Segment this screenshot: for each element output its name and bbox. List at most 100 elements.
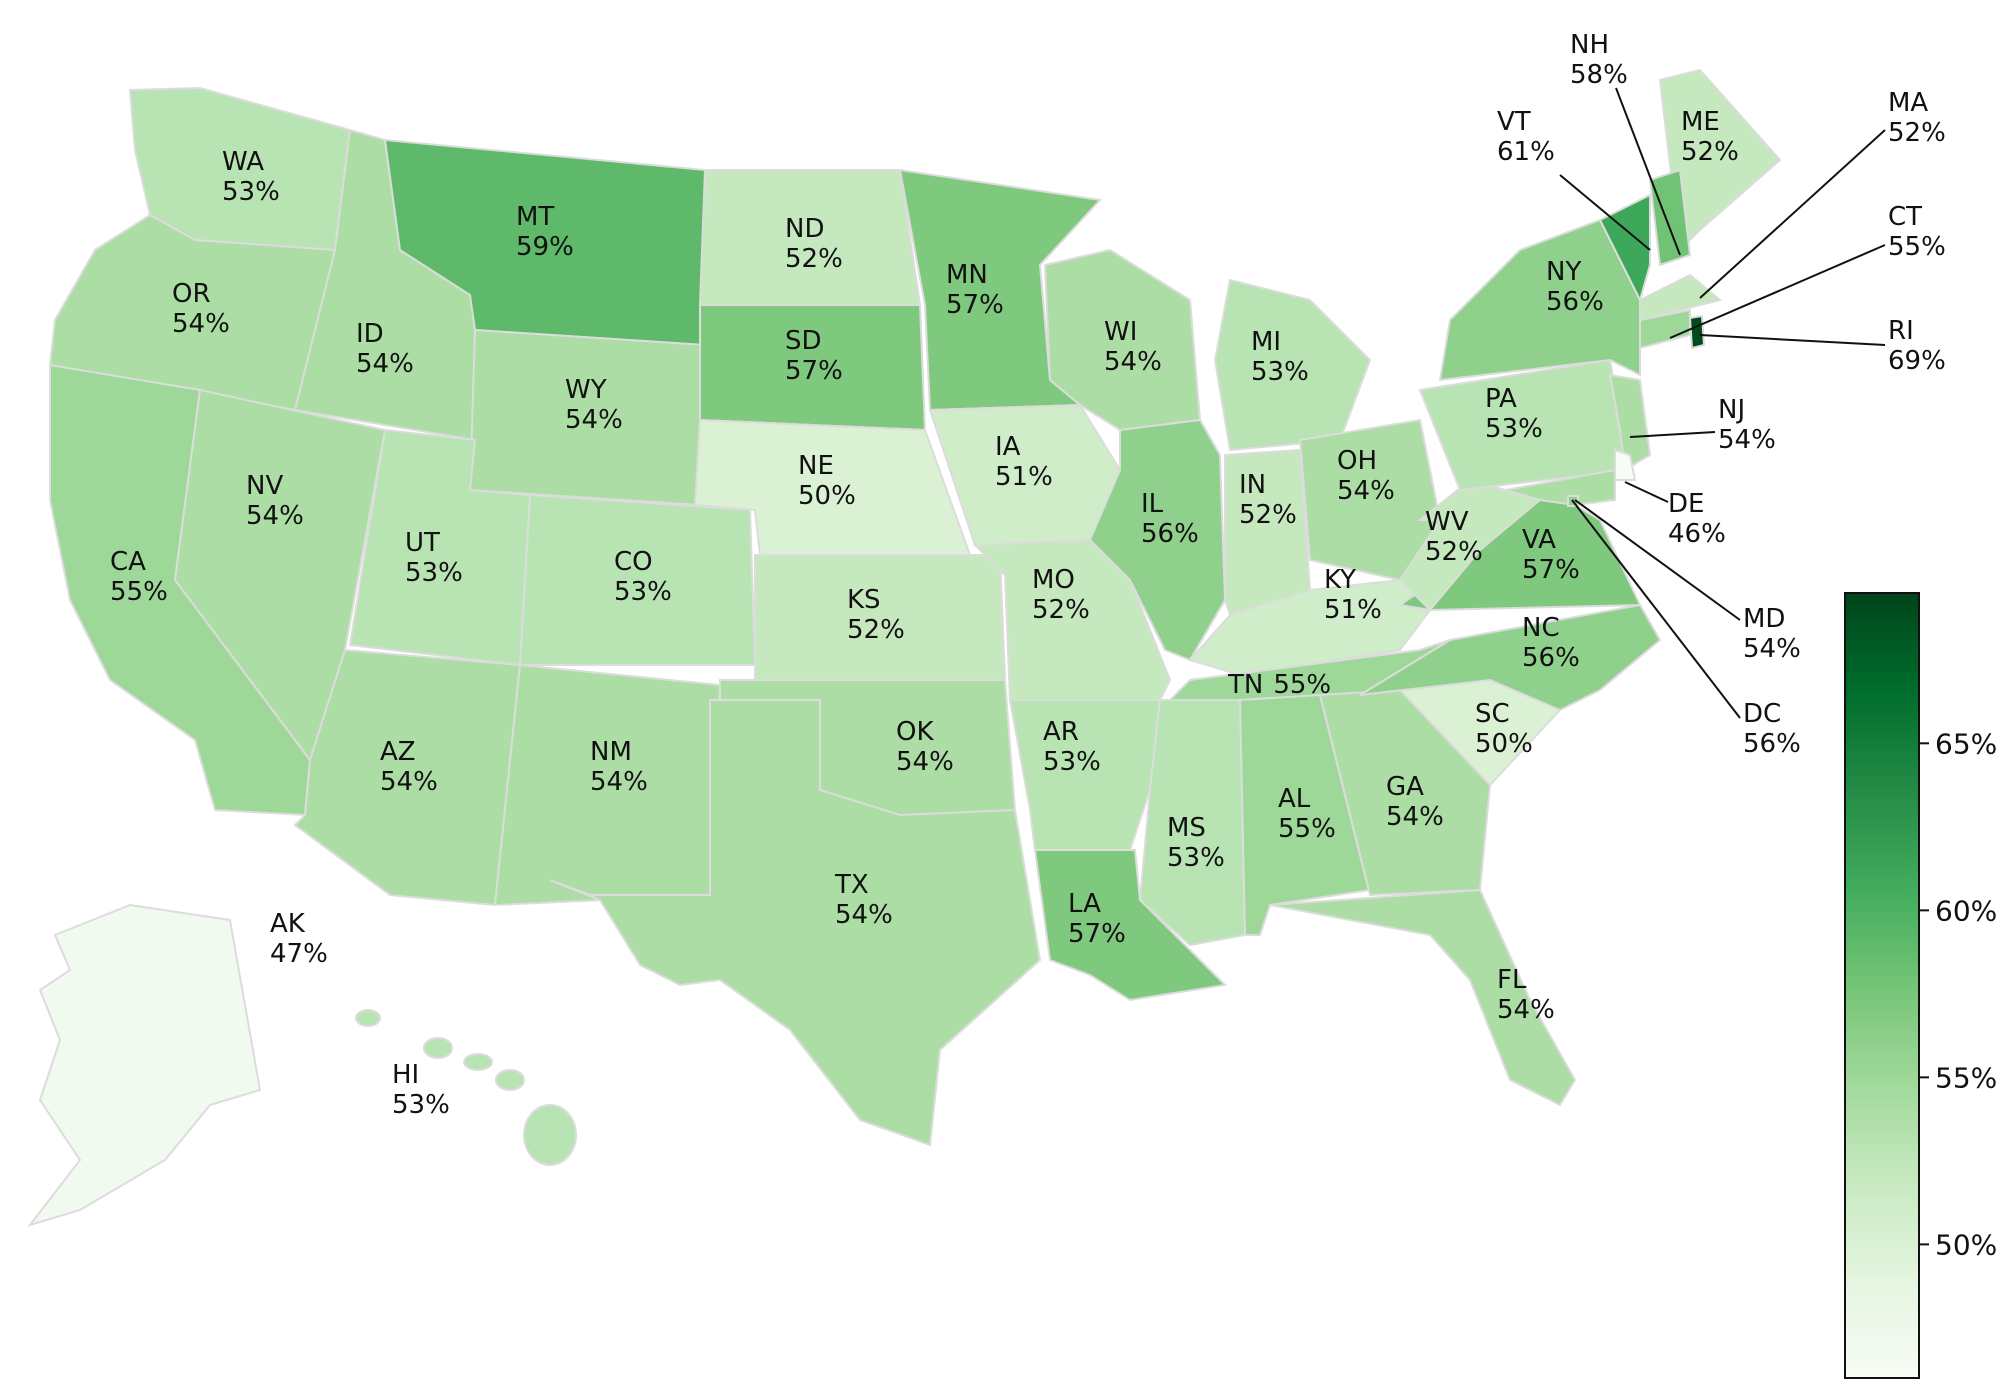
state-percent: 69% — [1888, 346, 1946, 376]
state-code: MT — [516, 202, 554, 232]
state-percent: 54% — [835, 900, 893, 930]
state-label-co: CO 53% — [614, 547, 672, 607]
state-code: NJ — [1718, 395, 1745, 425]
state-percent: 55% — [1273, 670, 1331, 700]
state-percent: 57% — [785, 356, 843, 386]
state-label-ar: AR 53% — [1043, 717, 1101, 777]
state-percent: 52% — [1239, 500, 1297, 530]
state-label-mt: MT 59% — [516, 202, 574, 262]
state-label-wi: WI 54% — [1104, 317, 1162, 377]
state-label-va: VA 57% — [1522, 525, 1580, 585]
state-percent: 53% — [392, 1090, 450, 1120]
state-code: GA — [1386, 772, 1424, 802]
state-label-nh: NH 58% — [1570, 30, 1628, 90]
colorbar-tick-label: 60% — [1935, 894, 1997, 927]
state-label-az: AZ 54% — [380, 737, 438, 797]
state-label-ok: OK 54% — [896, 717, 954, 777]
state-code: NV — [246, 471, 283, 501]
state-code: KY — [1324, 565, 1356, 595]
state-percent: 54% — [896, 747, 954, 777]
state-ny — [1438, 218, 1641, 382]
state-code: SC — [1475, 699, 1510, 729]
leader-lines — [1559, 87, 1886, 719]
state-percent: 52% — [1425, 537, 1483, 567]
state-code: HI — [392, 1060, 419, 1090]
colorbar-ticks: 50% 55% 60% 65% — [1919, 727, 1997, 1261]
state-label-ca: CA 55% — [110, 547, 168, 607]
state-percent: 54% — [1104, 347, 1162, 377]
state-label-ne: NE 50% — [798, 451, 856, 511]
state-code: CT — [1888, 202, 1922, 232]
state-percent: 61% — [1497, 137, 1555, 167]
state-label-or: OR 54% — [172, 279, 230, 339]
state-label-ny: NY 56% — [1546, 257, 1604, 317]
state-percent: 56% — [1546, 287, 1604, 317]
state-code: CO — [614, 547, 653, 577]
state-percent: 53% — [614, 577, 672, 607]
state-percent: 51% — [1324, 595, 1382, 625]
state-code: NY — [1546, 257, 1581, 287]
state-percent: 57% — [946, 290, 1004, 320]
state-percent: 51% — [995, 462, 1053, 492]
state-percent: 56% — [1141, 519, 1199, 549]
state-ky — [1188, 578, 1432, 677]
state-percent: 54% — [565, 405, 623, 435]
state-in — [1224, 448, 1312, 617]
state-percent: 54% — [356, 349, 414, 379]
colorbar-tick-label: 50% — [1935, 1228, 1997, 1261]
state-percent: 53% — [222, 177, 280, 207]
state-fl — [1269, 888, 1577, 1107]
state-percent: 53% — [1043, 747, 1101, 777]
colorbar-tick-label: 55% — [1935, 1061, 1997, 1094]
state-code: RI — [1888, 316, 1914, 346]
state-percent: 56% — [1522, 643, 1580, 673]
state-label-tx: TX 54% — [834, 870, 893, 930]
state-percent: 57% — [1068, 919, 1126, 949]
state-percent: 54% — [590, 767, 648, 797]
state-code: AK — [270, 909, 306, 939]
state-percent: 46% — [1668, 519, 1726, 549]
state-percent: 52% — [1681, 137, 1739, 167]
state-code: NC — [1522, 613, 1560, 643]
state-la — [1033, 849, 1228, 1002]
state-label-wv: WV 52% — [1425, 507, 1483, 567]
state-label-la: LA 57% — [1068, 889, 1126, 949]
state-code: MI — [1251, 327, 1281, 357]
state-code: IA — [995, 432, 1021, 462]
state-label-nm: NM 54% — [590, 737, 648, 797]
state-percent: 54% — [1743, 634, 1801, 664]
state-ma — [1639, 273, 1723, 322]
state-nc — [1359, 603, 1662, 712]
state-label-ma: MA 52% — [1888, 88, 1946, 148]
state-code: AZ — [380, 737, 416, 767]
state-label-ms: MS 53% — [1167, 813, 1225, 873]
state-percent: 52% — [847, 615, 905, 645]
state-label-pa: PA 53% — [1485, 384, 1543, 444]
state-label-ky: KY 51% — [1324, 565, 1382, 625]
state-code: MD — [1743, 604, 1785, 634]
state-label-mo: MO 52% — [1032, 565, 1090, 625]
state-code: MS — [1167, 813, 1206, 843]
state-md — [1504, 468, 1616, 507]
state-ak — [27, 903, 262, 1227]
state-label-fl: FL 54% — [1497, 965, 1555, 1025]
state-code: KS — [847, 585, 881, 615]
state-code: TX — [834, 870, 869, 900]
state-percent: 52% — [785, 244, 843, 274]
state-label-de: DE 46% — [1668, 489, 1726, 549]
state-percent: 54% — [1718, 425, 1776, 455]
state-percent: 57% — [1522, 555, 1580, 585]
state-label-vt: VT 61% — [1497, 107, 1555, 167]
state-code: OK — [896, 717, 934, 747]
state-code: SD — [785, 326, 822, 356]
state-code: MN — [946, 260, 988, 290]
state-label-md: MD 54% — [1743, 604, 1801, 664]
state-label-ia: IA 51% — [995, 432, 1053, 492]
colorbar-tick-label: 65% — [1935, 727, 1997, 760]
state-percent: 54% — [1337, 476, 1395, 506]
state-tx — [549, 699, 1042, 1147]
state-label-nd: ND 52% — [785, 214, 843, 274]
state-code: ME — [1681, 107, 1720, 137]
state-label-ri: RI 69% — [1888, 316, 1946, 376]
state-code: UT — [405, 528, 440, 558]
